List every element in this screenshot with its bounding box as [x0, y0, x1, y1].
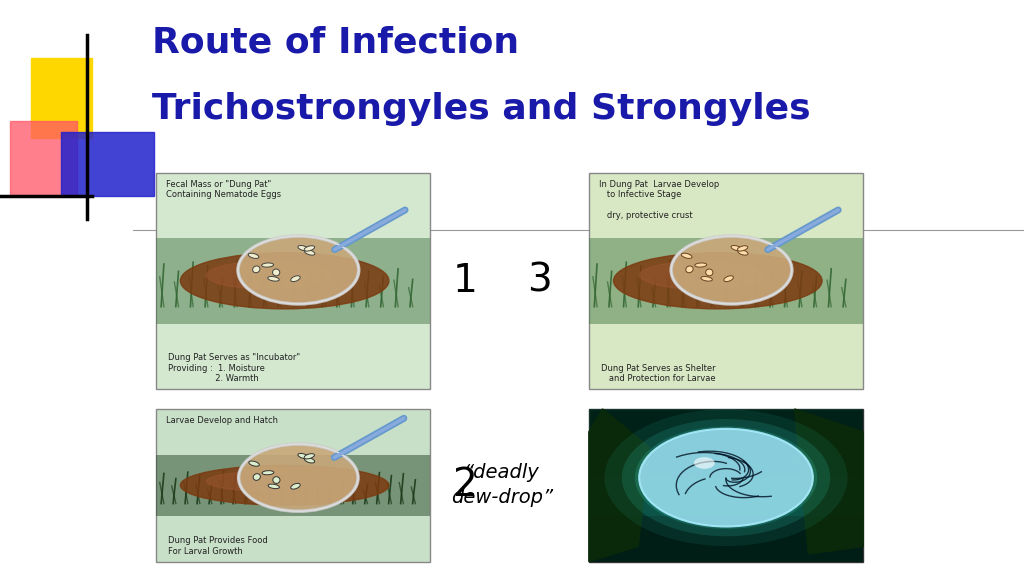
- Circle shape: [639, 429, 813, 526]
- Ellipse shape: [681, 253, 692, 259]
- Text: dry, protective crust: dry, protective crust: [599, 211, 692, 220]
- Text: Larvae Develop and Hatch: Larvae Develop and Hatch: [166, 416, 278, 425]
- Ellipse shape: [268, 484, 280, 488]
- Ellipse shape: [180, 253, 389, 309]
- Text: to Infective Stage: to Infective Stage: [599, 190, 681, 199]
- Ellipse shape: [298, 453, 308, 458]
- Text: In Dung Pat  Larvae Develop: In Dung Pat Larvae Develop: [599, 180, 719, 189]
- Ellipse shape: [272, 269, 280, 276]
- Ellipse shape: [180, 465, 389, 505]
- Ellipse shape: [731, 245, 741, 251]
- Ellipse shape: [262, 471, 273, 475]
- Polygon shape: [795, 409, 863, 554]
- Bar: [589, 238, 863, 324]
- Ellipse shape: [304, 246, 314, 251]
- Circle shape: [238, 236, 358, 304]
- Bar: [156, 409, 430, 562]
- Ellipse shape: [253, 266, 260, 272]
- Ellipse shape: [267, 276, 280, 281]
- Bar: [156, 173, 430, 389]
- Bar: [589, 409, 863, 516]
- Ellipse shape: [737, 250, 748, 255]
- Text: Trichostrongyles and Strongyles: Trichostrongyles and Strongyles: [152, 92, 810, 126]
- Text: Dung Pat Serves as Shelter: Dung Pat Serves as Shelter: [601, 363, 716, 373]
- Text: Fecal Mass or "Dung Pat": Fecal Mass or "Dung Pat": [166, 180, 271, 189]
- Circle shape: [635, 426, 817, 529]
- Circle shape: [622, 419, 830, 536]
- Text: “deadly
dew-drop”: “deadly dew-drop”: [451, 463, 553, 507]
- Bar: [31, 58, 92, 138]
- Ellipse shape: [304, 454, 314, 459]
- Ellipse shape: [207, 261, 332, 289]
- Ellipse shape: [248, 253, 259, 259]
- Text: and Protection for Larvae: and Protection for Larvae: [601, 374, 716, 383]
- Ellipse shape: [261, 263, 273, 267]
- Ellipse shape: [272, 477, 280, 483]
- Bar: [589, 173, 863, 389]
- Circle shape: [604, 410, 848, 546]
- Text: 1: 1: [453, 262, 477, 300]
- Bar: [589, 478, 863, 562]
- Ellipse shape: [304, 458, 314, 463]
- Ellipse shape: [737, 246, 748, 251]
- Ellipse shape: [640, 261, 765, 289]
- Bar: [61, 132, 154, 196]
- Ellipse shape: [291, 276, 300, 282]
- Circle shape: [671, 236, 792, 304]
- Ellipse shape: [207, 471, 332, 491]
- Ellipse shape: [694, 263, 707, 267]
- Bar: [589, 409, 863, 562]
- Polygon shape: [589, 409, 649, 562]
- Ellipse shape: [253, 473, 260, 480]
- Bar: [156, 455, 430, 516]
- Ellipse shape: [700, 276, 713, 281]
- Text: Providing :  1. Moisture: Providing : 1. Moisture: [168, 363, 265, 373]
- Text: Dung Pat Provides Food: Dung Pat Provides Food: [168, 536, 267, 545]
- Bar: [156, 238, 430, 324]
- Text: Route of Infection: Route of Infection: [152, 26, 519, 60]
- Ellipse shape: [304, 250, 314, 255]
- Text: 2: 2: [453, 467, 477, 504]
- Ellipse shape: [291, 483, 300, 489]
- Bar: [10, 121, 77, 196]
- Ellipse shape: [706, 269, 713, 276]
- Text: Containing Nematode Eggs: Containing Nematode Eggs: [166, 190, 281, 199]
- Ellipse shape: [298, 245, 308, 251]
- Ellipse shape: [686, 266, 693, 272]
- Text: For Larval Growth: For Larval Growth: [168, 547, 243, 556]
- Text: Dung Pat Serves as "Incubator": Dung Pat Serves as "Incubator": [168, 353, 300, 362]
- Circle shape: [694, 457, 715, 469]
- Circle shape: [239, 444, 358, 511]
- Text: 2. Warmth: 2. Warmth: [168, 374, 259, 383]
- Text: 3: 3: [527, 262, 552, 300]
- Ellipse shape: [724, 276, 733, 282]
- Ellipse shape: [613, 253, 822, 309]
- Ellipse shape: [249, 461, 259, 466]
